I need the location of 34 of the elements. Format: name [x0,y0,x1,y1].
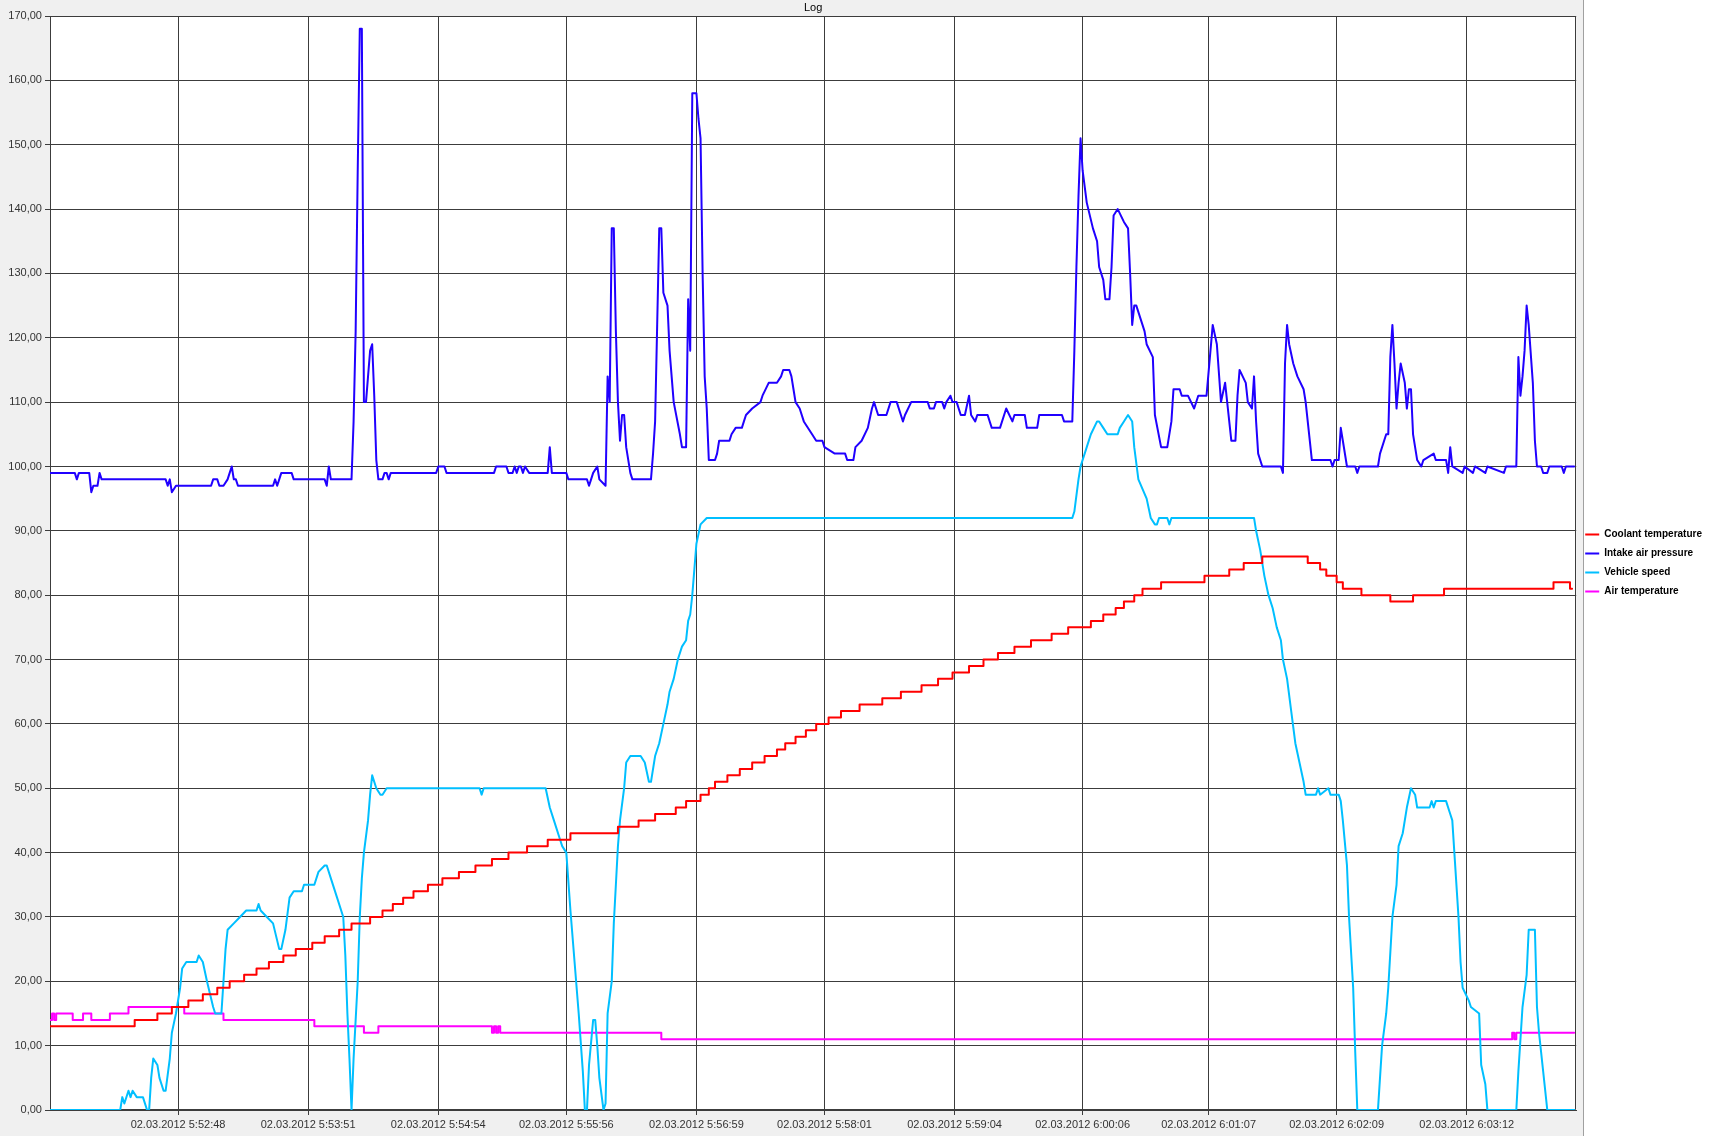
x-tick-label: 02.03.2012 6:01:07 [1161,1117,1256,1130]
y-tick-label: 60,00 [14,716,42,729]
y-tick-label: 40,00 [14,845,42,858]
x-tick-label: 02.03.2012 6:02:09 [1289,1117,1385,1130]
x-tick-label: 02.03.2012 5:59:04 [907,1117,1002,1130]
x-tick-label: 02.03.2012 5:56:59 [649,1117,744,1130]
y-tick-label: 0,00 [20,1103,42,1116]
y-tick-label: 20,00 [14,974,42,987]
y-tick-label: 120,00 [8,330,42,343]
y-tick-label: 90,00 [14,523,42,536]
y-tick-label: 80,00 [14,588,42,601]
y-tick-label: 70,00 [14,652,42,665]
y-tick-label: 150,00 [8,137,42,150]
y-tick-label: 30,00 [14,909,42,922]
y-tick-label: 100,00 [8,459,42,472]
legend-label: Coolant temperature [1604,528,1703,540]
y-tick-label: 110,00 [9,395,42,408]
x-tick-label: 02.03.2012 5:52:48 [130,1117,226,1130]
y-tick-label: 10,00 [14,1038,42,1051]
y-tick-label: 170,00 [8,9,42,22]
x-tick-label: 02.03.2012 5:55:56 [518,1117,614,1130]
chart-title: Log [803,1,823,14]
y-tick-label: 130,00 [8,266,42,279]
legend-label: Vehicle speed [1604,566,1671,578]
y-tick-label: 140,00 [8,202,42,215]
y-tick-label: 50,00 [14,781,42,794]
x-tick-label: 02.03.2012 5:53:51 [260,1117,356,1130]
x-tick-label: 02.03.2012 6:00:06 [1035,1117,1131,1130]
x-tick-label: 02.03.2012 5:54:54 [390,1117,486,1130]
y-tick-label: 160,00 [8,73,42,86]
legend-label: Air temperature [1604,585,1680,597]
x-tick-label: 02.03.2012 5:58:01 [777,1117,872,1130]
legend-label: Intake air pressure [1604,547,1694,559]
x-tick-label: 02.03.2012 6:03:12 [1419,1117,1515,1130]
